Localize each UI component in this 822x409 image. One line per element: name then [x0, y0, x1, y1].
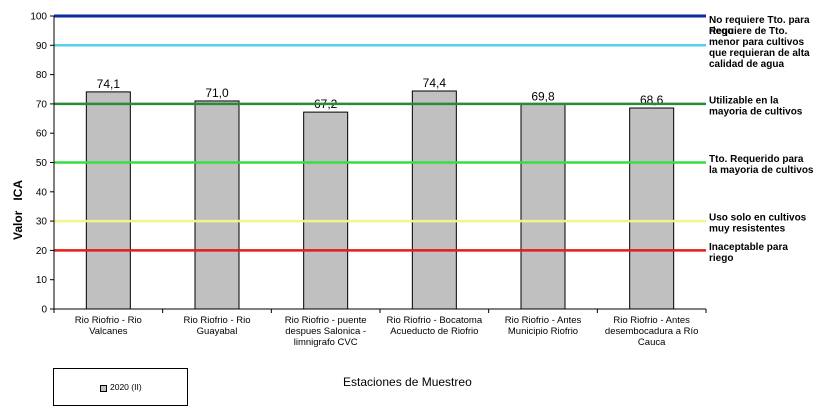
y-tick-label: 80 [36, 70, 48, 81]
category-label: Rio Riofrio - puente despues Salonica -li… [285, 315, 367, 348]
legend: 2020 (II) [53, 368, 188, 406]
data-label: 71,0 [205, 86, 229, 100]
category-label-line: limnigrafo CVC [294, 337, 358, 348]
y-tick-label: 20 [36, 246, 48, 257]
category-label: Rio Riofrio - Rio Guayabal [183, 315, 250, 337]
reference-label-line: Inaceptable para [709, 242, 788, 253]
category-label-line: Rio Riofrio - Rio [183, 315, 250, 326]
reference-label-line: Utilizable en la [709, 95, 779, 106]
reference-label-line: mayoria de cultivos [709, 106, 803, 117]
data-label: 69,8 [531, 89, 555, 103]
reference-label-line: la mayoria de cultivos [709, 165, 814, 176]
reference-label-line: Requiere de Tto. [709, 26, 788, 37]
category-label: Rio Riofrio - Rio Valcanes [75, 315, 142, 337]
category-label-line: desembocadura a Río [605, 326, 698, 337]
category-label-line: Municipio Riofrio [508, 326, 578, 337]
reference-label-line: que requieran de alta [709, 48, 810, 59]
y-tick-label: 0 [41, 305, 47, 316]
bar [303, 111, 349, 310]
reference-label-line: calidad de agua [709, 59, 784, 70]
bar [520, 103, 566, 310]
category-label-line: Rio Riofrio - Bocatoma [387, 315, 483, 326]
category-label-line: Acueducto de Riofrio [390, 326, 478, 337]
reference-label-line: Tto. Requerido para [709, 154, 804, 165]
y-tick-label: 90 [36, 41, 48, 52]
y-tick-label: 40 [36, 187, 48, 198]
bar [85, 91, 131, 310]
category-label: Rio Riofrio - Antes desembocadura a Río Ca… [605, 315, 698, 348]
category-label: Rio Riofrio - Bocatoma Acueducto de Riofr… [387, 315, 483, 337]
reference-label-line: riego [709, 253, 733, 264]
category-label-line: Valcanes [89, 326, 128, 337]
reference-label-line: riego [709, 26, 733, 37]
y-tick-label: 70 [36, 99, 48, 110]
category-label-line: Guayabal [197, 326, 238, 337]
reference-label-line: muy resistentes [709, 224, 786, 235]
y-tick-label: 100 [30, 12, 47, 23]
category-label-line: Rio Riofrio - puente [285, 315, 367, 326]
bar [411, 90, 457, 310]
reference-label: No requiere Tto. para riego [709, 15, 810, 37]
y-tick-label: 30 [36, 217, 48, 228]
category-label: Rio Riofrio - Antes Municipio Riofrio [505, 315, 582, 337]
bar [629, 107, 675, 310]
bar [194, 100, 240, 310]
reference-label-line: Uso solo en cultivos [709, 213, 807, 224]
category-label-line: Rio Riofrio - Rio [75, 315, 142, 326]
x-axis-title: Estaciones de Muestreo [343, 375, 472, 389]
y-axis-title: Valor ICA [11, 180, 25, 240]
category-label-line: Rio Riofrio - Antes [505, 315, 582, 326]
reference-label: Inaceptable para riego [709, 242, 788, 264]
data-label: 74,4 [423, 76, 447, 90]
bars-layer: 74,171,067,274,469,8 68,6 [85, 76, 675, 310]
category-label-line: despues Salonica - [285, 326, 366, 337]
y-tick-label: 60 [36, 129, 48, 140]
reference-label: Requiere de Tto. menor para cultivos que r… [709, 26, 810, 70]
reference-label: Uso solo en cultivos muy resistentes [709, 213, 807, 235]
legend-label: 2020 (II) [110, 382, 142, 392]
reference-label-line: No requiere Tto. para [709, 15, 810, 26]
reference-label: Tto. Requerido para la mayoria de cultivo… [709, 154, 814, 176]
data-label: 74,1 [97, 77, 121, 91]
category-label-line: Rio Riofrio - Antes [613, 315, 690, 326]
reference-label-line: menor para cultivos [709, 37, 804, 48]
y-tick-label: 10 [36, 275, 48, 286]
category-label-line: Cauca [638, 337, 666, 348]
reference-label: Utilizable en la mayoria de cultivos [709, 95, 803, 117]
legend-swatch [100, 385, 107, 392]
y-tick-label: 50 [36, 158, 48, 169]
